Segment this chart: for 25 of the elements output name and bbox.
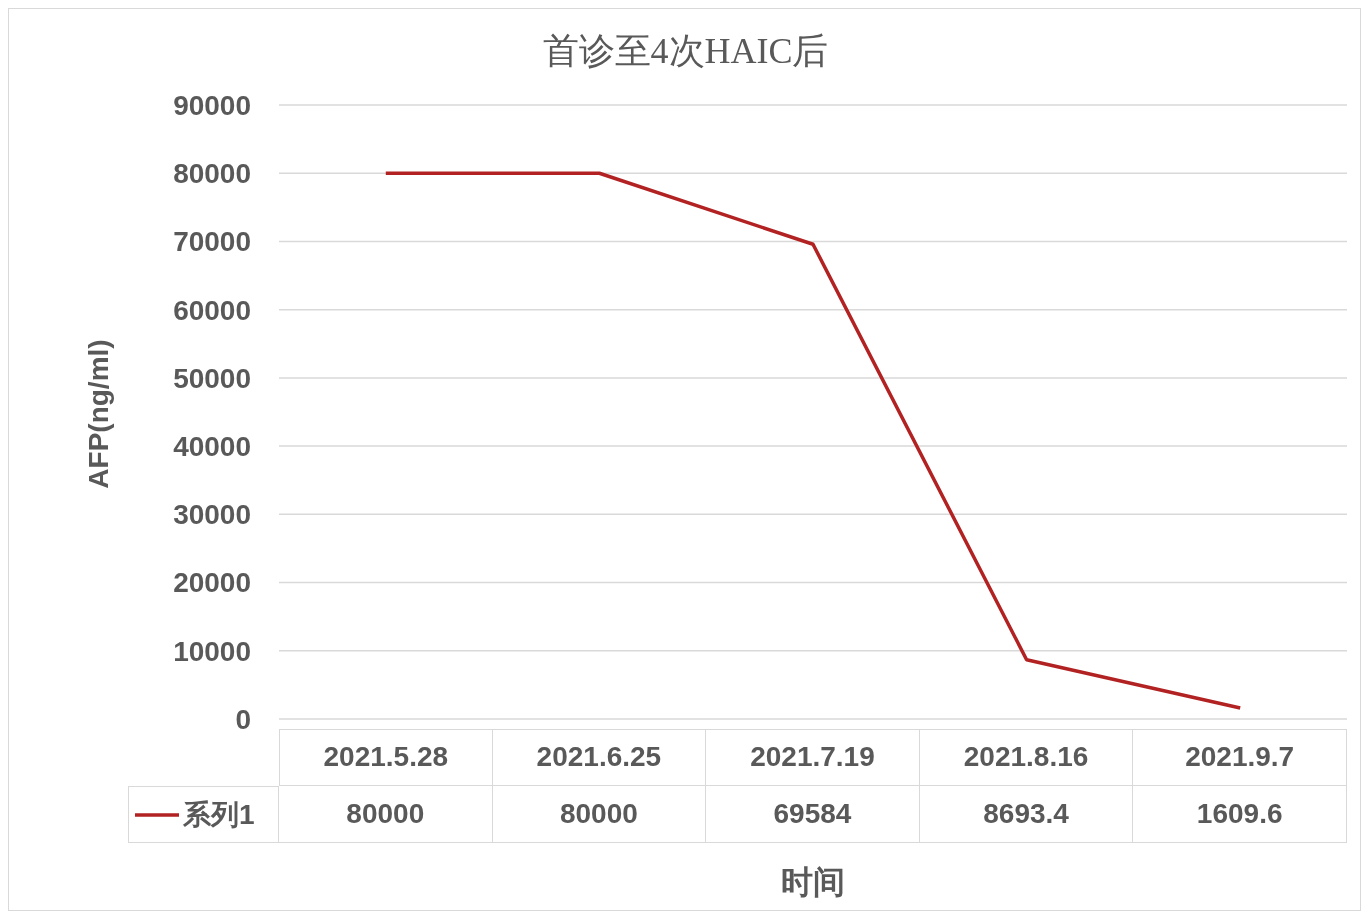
y-axis-title: AFP(ng/ml)	[83, 339, 115, 489]
x-tick-label: 2021.5.28	[279, 729, 493, 786]
data-label: 80000	[279, 786, 493, 843]
y-tick-label: 20000	[173, 567, 251, 599]
x-axis-title: 时间	[780, 863, 846, 902]
y-tick-label: 70000	[173, 226, 251, 258]
y-tick-label: 80000	[173, 158, 251, 190]
line-series	[384, 171, 1242, 710]
x-tick-label: 2021.9.7	[1133, 729, 1347, 786]
y-tick-label: 90000	[173, 89, 251, 121]
y-tick-label: 30000	[173, 499, 251, 531]
y-tick-label: 60000	[173, 294, 251, 326]
chart-title: 首诊至4次HAIC后	[541, 30, 830, 73]
x-tick-label: 2021.7.19	[706, 729, 920, 786]
y-tick-label: 10000	[173, 635, 251, 667]
legend-label: 系列1	[183, 797, 255, 832]
y-tick-label: 50000	[173, 362, 251, 394]
y-tick-label: 40000	[173, 431, 251, 463]
x-tick-label: 2021.8.16	[919, 729, 1134, 786]
data-label: 69584	[706, 786, 920, 843]
y-tick-label: 0	[235, 703, 251, 735]
x-tick-label: 2021.6.25	[492, 729, 707, 786]
data-label: 8693.4	[919, 786, 1134, 843]
data-label: 80000	[492, 786, 707, 843]
data-label: 1609.6	[1133, 786, 1347, 843]
